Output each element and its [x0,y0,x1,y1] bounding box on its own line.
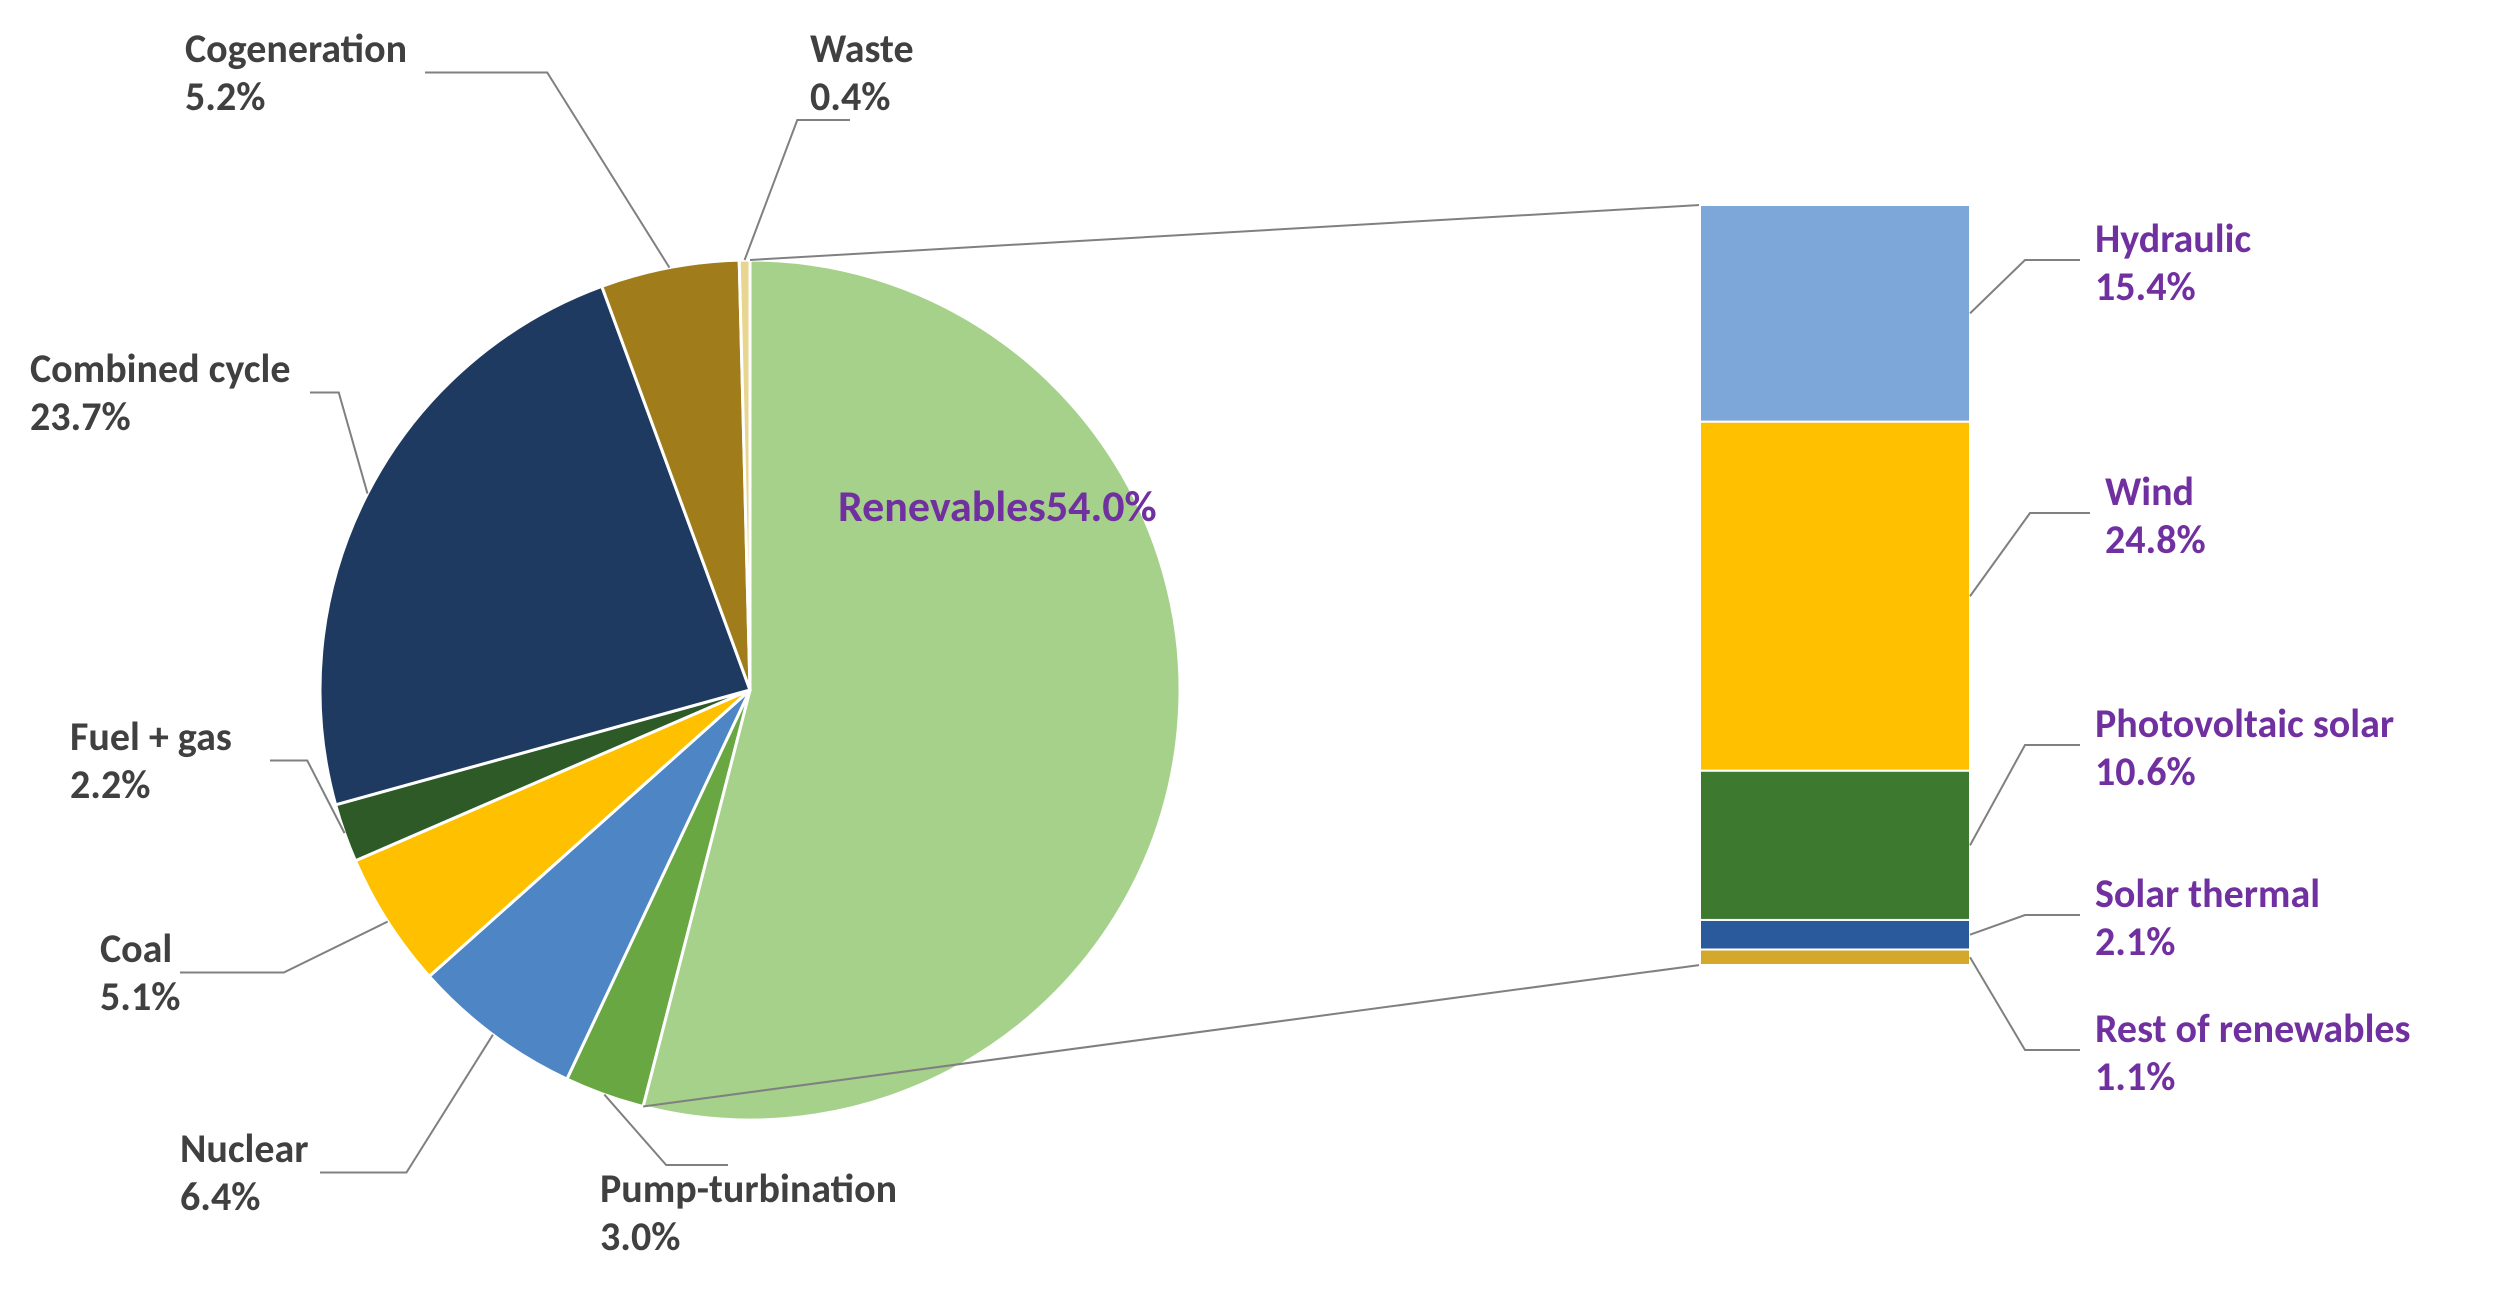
leader-nuclear [320,1035,493,1173]
bar-label-photovoltaic-solar: Photovoltaic solar10.6% [2095,700,2394,796]
center-annotation-text: Renevables [838,479,1046,533]
leader-coal [180,922,388,973]
pie-label-combined-cycle: Combined cycle23.7% [30,345,291,441]
bar-label-text: Wind [2105,467,2194,516]
bar-segment-rest-of-renewables [1700,950,1970,965]
bar-label-rest-of-renewables: Rest of renewables1.1% [2095,1005,2411,1101]
pie-label-text: Combined cycle [30,344,291,393]
leader-bar-hydraulic [1970,260,2080,313]
bar-segment-photovoltaic-solar [1700,771,1970,920]
bar-segment-solar-thermal [1700,920,1970,950]
pie-label-nuclear: Nuclear6.4% [180,1125,308,1221]
bar-segment-hydraulic [1700,205,1970,422]
pie-label-pct: 2.2% [70,761,232,809]
bar-label-text: Rest of renewables [2095,1004,2411,1053]
pie-label-fuel-gas: Fuel + gas2.2% [70,713,232,809]
center-annotation-pct: 54.0% [1046,479,1157,533]
pie-label-pct: 5.1% [100,973,180,1021]
pie-label-pct: 5.2% [185,73,407,121]
pie-label-pct: 0.4% [810,73,914,121]
bar-label-pct: 24.8% [2105,516,2206,564]
bar-label-text: Hydraulic [2095,214,2251,263]
pie-label-cogeneration: Cogeneration5.2% [185,25,407,121]
leader-waste [745,120,850,260]
bar-label-hydraulic: Hydraulic15.4% [2095,215,2251,311]
pie-label-pct: 6.4% [180,1173,308,1221]
bar-label-solar-thermal: Solar thermal2.1% [2095,870,2320,966]
bar-segment-wind [1700,422,1970,771]
leader-bar-solar-thermal [1970,915,2080,935]
pie-label-text: Cogeneration [185,24,407,73]
pie-label-text: Pump-turbination [600,1164,897,1213]
bar-label-text: Solar thermal [2095,869,2320,918]
pie-label-text: Coal [100,924,172,973]
pie-label-pct: 23.7% [30,393,291,441]
pie-label-pct: 3.0% [600,1213,897,1261]
connector-top [750,205,1700,260]
center-annotation: Renevables54.0% [838,480,1157,533]
pie-label-text: Nuclear [180,1124,308,1173]
chart-container: Waste0.4%Cogeneration5.2%Combined cycle2… [0,0,2493,1305]
leader-cogeneration [425,73,669,268]
leader-combined-cycle [310,393,367,494]
pie-label-coal: Coal5.1% [100,925,180,1021]
bar-label-pct: 1.1% [2095,1053,2411,1101]
chart-svg [0,0,2493,1305]
bar-label-pct: 2.1% [2095,918,2320,966]
bar-label-pct: 15.4% [2095,263,2251,311]
bar-label-pct: 10.6% [2095,748,2394,796]
pie-label-pump-turbination: Pump-turbination3.0% [600,1165,897,1261]
leader-bar-wind [1970,513,2090,596]
pie-label-text: Fuel + gas [70,712,232,761]
pie-label-waste: Waste0.4% [810,25,914,121]
leader-bar-rest-of-renewables [1970,957,2080,1050]
pie-label-text: Waste [810,24,914,73]
bar-label-wind: Wind24.8% [2105,468,2206,564]
leader-bar-photovoltaic-solar [1970,745,2080,845]
bar-label-text: Photovoltaic solar [2095,699,2394,748]
